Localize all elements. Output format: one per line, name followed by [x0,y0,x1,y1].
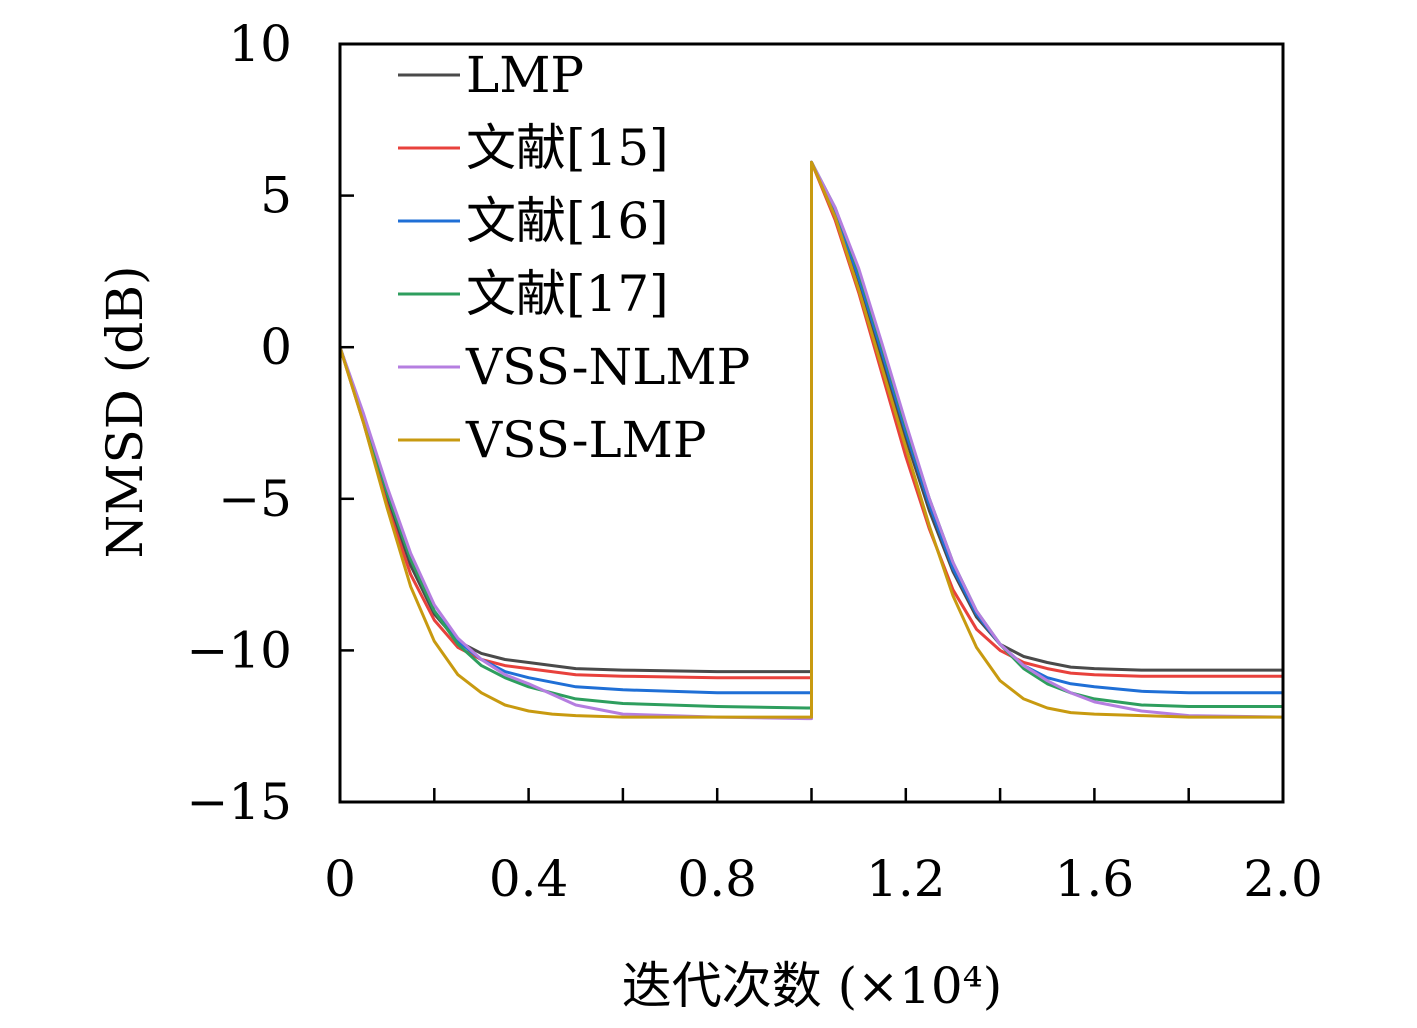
legend-label: VSS-LMP [465,411,707,469]
legend: LMP 文献[15] 文献[16] 文献[17] VSS-NLMP VSS-LMP [398,46,750,469]
y-tick-label: −10 [186,621,292,679]
nmsd-chart: 0 0.4 0.8 1.2 1.6 2.0 −15 −10 −5 0 5 10 LMP 文献[15] 文献… [0,0,1417,1028]
x-tick-label: 0.4 [489,850,569,908]
y-tick-label: −5 [218,470,292,528]
y-axis-title: NMSD (dB) [96,266,154,559]
x-tick-label: 1.6 [1055,850,1135,908]
x-tick-label: 2.0 [1243,850,1323,908]
legend-label: 文献[16] [466,192,669,250]
legend-label: 文献[15] [466,119,669,177]
x-tick-label: 0.8 [677,850,757,908]
x-axis-title: 迭代次数 (×10⁴) [622,957,1002,1015]
x-tick-label: 1.2 [866,850,946,908]
y-tick-label: −15 [186,773,292,831]
legend-label: VSS-NLMP [465,338,750,396]
y-tick-label: 10 [228,15,292,73]
x-tick-label: 0 [324,850,356,908]
y-tick-label: 5 [260,167,292,225]
y-tick-label: 0 [260,318,292,376]
legend-label: 文献[17] [466,265,669,323]
ticks-layer: 0 0.4 0.8 1.2 1.6 2.0 −15 −10 −5 0 5 10 [186,15,1322,908]
legend-label: LMP [466,46,584,104]
